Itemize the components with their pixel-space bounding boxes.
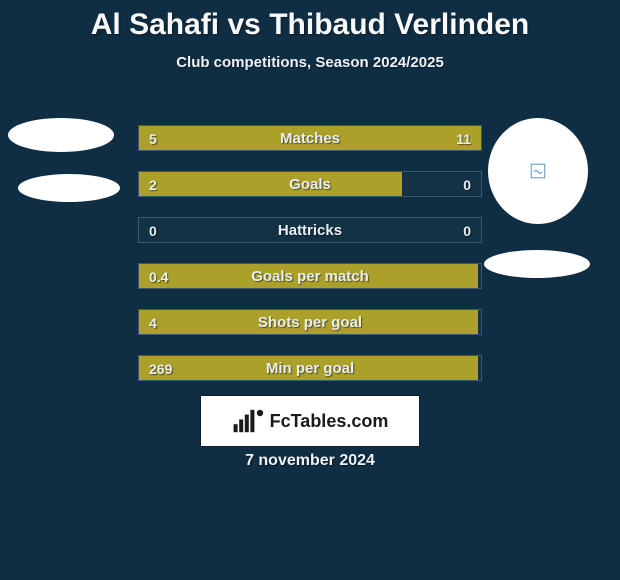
stat-value-left: 2	[149, 172, 157, 196]
stat-bar: Hattricks0 0	[138, 217, 482, 243]
stat-bar: Goals per match0.4	[138, 263, 482, 289]
player2-name: Thibaud Verlinden	[269, 8, 529, 41]
source-brand: FcTables.com	[270, 411, 389, 432]
stat-bar: Min per goal269	[138, 355, 482, 381]
stat-value-left: 0.4	[149, 264, 168, 288]
avatar-circle	[488, 118, 588, 224]
stat-label: Goals	[139, 172, 481, 196]
subtitle: Club competitions, Season 2024/2025	[0, 54, 620, 71]
stat-label: Shots per goal	[139, 310, 481, 334]
date-label: 7 november 2024	[0, 452, 620, 470]
vs-label: vs	[227, 8, 260, 41]
stat-bar: Shots per goal4	[138, 309, 482, 335]
stat-label: Goals per match	[139, 264, 481, 288]
player1-avatar	[8, 118, 120, 202]
stat-bar: Matches5 11	[138, 125, 482, 151]
stat-value-left: 5	[149, 126, 157, 150]
stat-value-right: 0	[463, 172, 471, 196]
player2-avatar	[488, 118, 590, 278]
avatar-shape	[8, 118, 114, 152]
stat-label: Matches	[139, 126, 481, 150]
stat-value-left: 0	[149, 218, 157, 242]
source-badge: FcTables.com	[200, 395, 420, 447]
stat-bar: Goals2 0	[138, 171, 482, 197]
fctables-logo-icon	[232, 408, 264, 434]
stat-label: Min per goal	[139, 356, 481, 380]
stat-label: Hattricks	[139, 218, 481, 242]
avatar-shape	[484, 250, 590, 278]
stat-value-left: 4	[149, 310, 157, 334]
stat-value-right: 11	[456, 126, 471, 150]
avatar-shape	[18, 174, 120, 202]
stats-bars: Matches511Goals20Hattricks00Goals per ma…	[138, 125, 482, 401]
player1-name: Al Sahafi	[91, 8, 219, 41]
comparison-title: Al Sahafi vs Thibaud Verlinden	[0, 0, 620, 42]
placeholder-icon	[529, 162, 547, 180]
stat-value-right: 0	[463, 218, 471, 242]
stat-value-left: 269	[149, 356, 172, 380]
